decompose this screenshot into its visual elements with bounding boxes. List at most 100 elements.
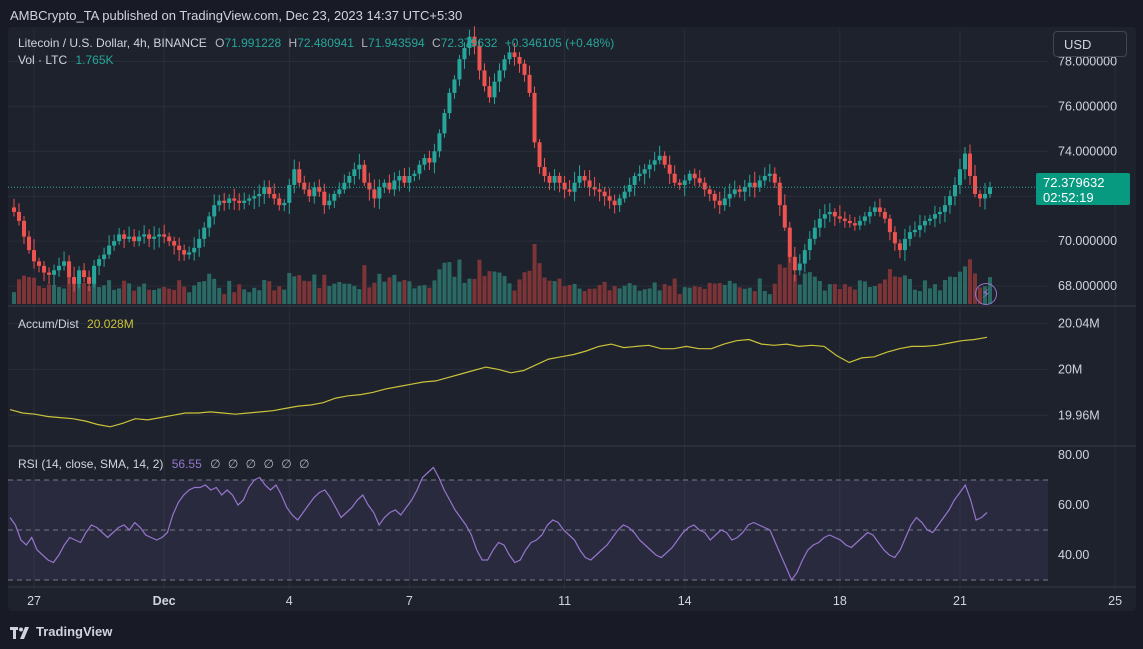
candle-body (297, 169, 302, 183)
volume-bar (512, 290, 517, 304)
volume-bar (717, 283, 722, 304)
candle-body (237, 200, 242, 203)
candle-body (487, 86, 492, 98)
candle-body (557, 175, 562, 183)
candle-body (472, 36, 477, 46)
volume-bar (277, 286, 282, 304)
volume-bar (457, 259, 462, 304)
time-axis-tick: 7 (406, 594, 413, 608)
volume-bar (292, 276, 297, 304)
volume-bar (162, 286, 167, 304)
volume-bar (527, 270, 532, 304)
candle-body (522, 63, 527, 75)
candle-body (602, 191, 607, 197)
legend-close-value: 72.379632 (440, 36, 498, 50)
candle-body (317, 187, 322, 192)
volume-bar (747, 287, 752, 304)
volume-bar (672, 278, 677, 304)
candle-body (232, 198, 237, 201)
candle-body (867, 211, 872, 217)
candle-body (777, 182, 782, 206)
candle-body (562, 182, 567, 190)
candle-body (517, 56, 522, 64)
volume-bar (787, 251, 792, 304)
volume-bar (157, 288, 162, 304)
volume-bar (557, 278, 562, 304)
legend-symbol[interactable]: Litecoin / U.S. Dollar, 4h, BINANCE (18, 36, 207, 50)
volume-bar (32, 277, 37, 304)
accum-label[interactable]: Accum/Dist (18, 317, 79, 331)
volume-bar (77, 279, 82, 304)
candle-body (67, 261, 72, 278)
currency-button[interactable]: USD (1053, 31, 1127, 57)
volume-bar (867, 287, 872, 304)
volume-bar (237, 284, 242, 304)
candle-body (107, 245, 112, 255)
candle-body (427, 158, 432, 163)
candle-body (57, 265, 62, 271)
rsi-value: 56.55 (171, 457, 202, 471)
candle-body (92, 265, 97, 284)
candle-body (877, 207, 882, 212)
volume-bar (187, 292, 192, 304)
candle-body (207, 216, 212, 228)
candle-body (757, 180, 762, 188)
candle-body (732, 189, 737, 194)
volume-bar (97, 287, 102, 304)
volume-bar (612, 286, 617, 304)
volume-bar (892, 276, 897, 304)
candle-body (702, 182, 707, 190)
tradingview-brand[interactable]: TradingView (10, 624, 112, 639)
candle-body (977, 193, 982, 199)
candle-body (852, 223, 857, 226)
candle-body (182, 250, 187, 255)
volume-bar (107, 280, 112, 304)
volume-bar (882, 279, 887, 304)
candle-body (32, 250, 37, 262)
volume-bar (952, 276, 957, 304)
volume-bar (502, 275, 507, 304)
volume-bar (677, 293, 682, 304)
candle-body (402, 175, 407, 183)
candle-body (62, 261, 67, 266)
time-axis-tick: Dec (153, 594, 176, 608)
candle-body (527, 74, 532, 93)
candle-body (592, 187, 597, 190)
rsi-label[interactable]: RSI (14, close, SMA, 14, 2) (18, 457, 164, 471)
legend-change: +0.346105 (+0.48%) (504, 36, 615, 50)
candle-body (532, 92, 537, 143)
volume-bar (522, 272, 527, 304)
candle-body (832, 211, 837, 217)
candle-body (597, 189, 602, 192)
volume-bar (192, 285, 197, 304)
lightning-icon[interactable]: ⚡ (975, 283, 997, 305)
legend-vol-label[interactable]: Vol · LTC (18, 53, 68, 67)
volume-bar (137, 286, 142, 304)
volume-bar (572, 283, 577, 304)
volume-bar (87, 286, 92, 304)
volume-bar (692, 286, 697, 304)
candle-body (617, 198, 622, 206)
candle-body (227, 198, 232, 203)
volume-bar (752, 291, 757, 304)
candle-body (627, 184, 632, 192)
candle-body (812, 227, 817, 239)
candle-body (12, 207, 16, 212)
volume-bar (597, 285, 602, 304)
candle-body (652, 160, 657, 165)
volume-bar (782, 267, 787, 304)
candle-body (422, 158, 427, 165)
candle-body (572, 182, 577, 192)
legend-close-label: C (432, 36, 441, 50)
candle-body (542, 167, 547, 176)
volume-bar (452, 276, 457, 304)
candle-body (937, 211, 942, 215)
candle-body (172, 241, 177, 246)
volume-bar (332, 283, 337, 304)
volume-bar (922, 280, 927, 304)
candle-body (957, 169, 962, 185)
volume-bar (537, 263, 542, 304)
volume-bar (762, 291, 767, 304)
legend-vol-value: 1.765K (75, 53, 114, 67)
